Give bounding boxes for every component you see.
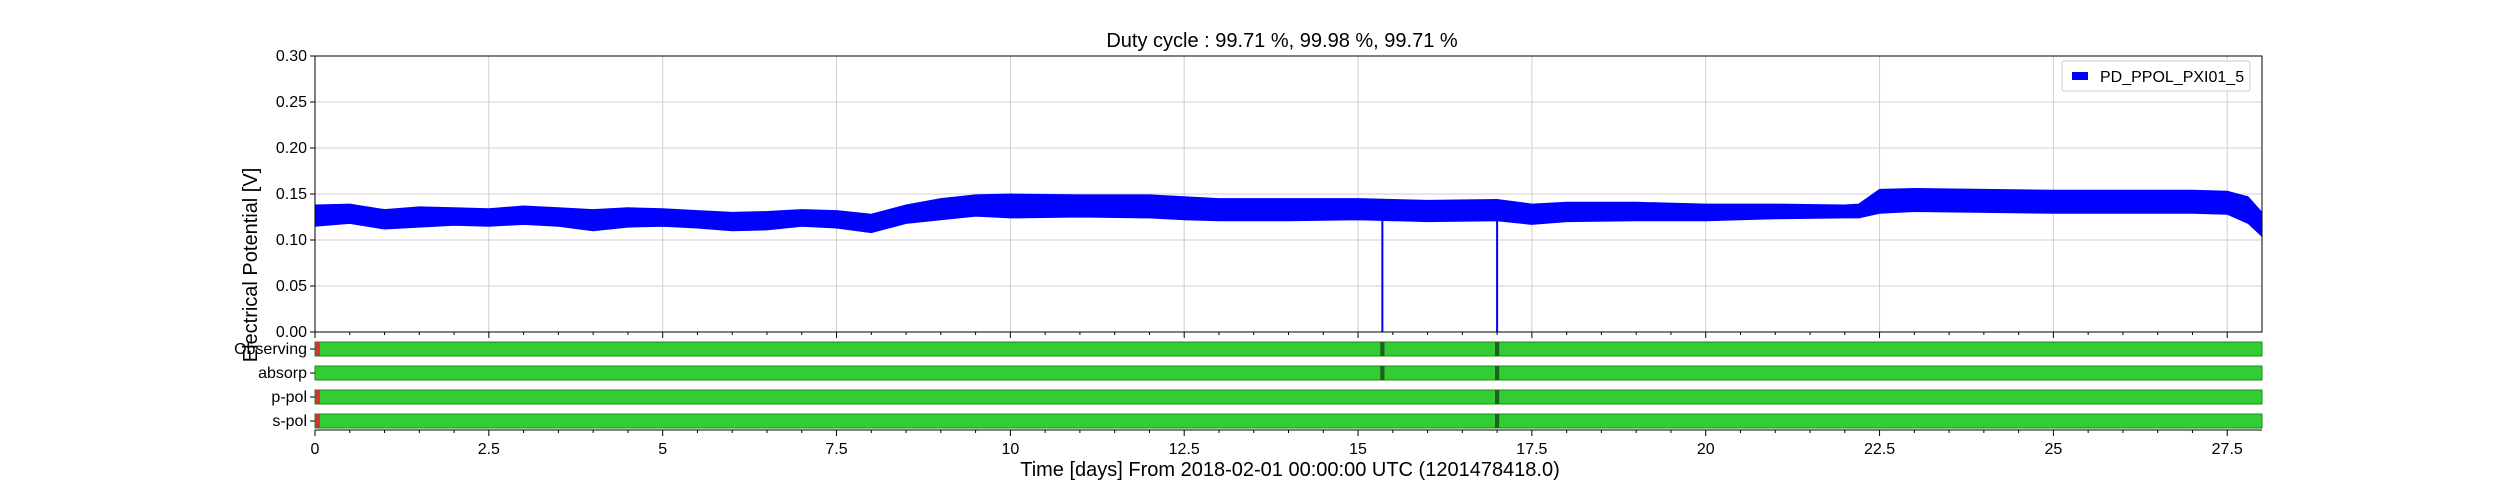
segment-gap <box>1380 342 1385 356</box>
x-tick-label: 17.5 <box>1516 441 1547 458</box>
y-tick-label: 0.15 <box>276 186 307 203</box>
legend-swatch <box>2072 72 2088 80</box>
legend: PD_PPOL_PXI01_5 <box>2061 60 2251 92</box>
x-tick-label: 5 <box>658 441 667 458</box>
series-band <box>314 187 2263 238</box>
x-tick-label: 25 <box>2044 441 2062 458</box>
segment-label: s-pol <box>272 413 307 430</box>
y-tick-label: 0.10 <box>276 232 307 249</box>
y-axis-ticks: 0.00 0.05 0.10 0.15 0.20 0.25 0.30 <box>276 48 315 341</box>
segment-bar-observing <box>314 341 2263 357</box>
segment-gap <box>1380 366 1385 380</box>
legend-label: PD_PPOL_PXI01_5 <box>2100 69 2244 86</box>
chart-title: Duty cycle : 99.71 %, 99.98 %, 99.71 % <box>1106 30 1458 52</box>
y-tick-label: 0.00 <box>276 324 307 341</box>
series-dropouts-group <box>1381 220 1499 332</box>
segment-bar-absorp <box>314 365 2263 381</box>
y-tick-label: 0.05 <box>276 278 307 295</box>
segments-panel: Observing absorp p-pol s-pol <box>234 341 2263 430</box>
x-tick-label: 20 <box>1697 441 1715 458</box>
segment-gap <box>315 342 320 356</box>
segment-gap <box>1495 390 1500 404</box>
x-tick-label: 27.5 <box>2212 441 2243 458</box>
x-tick-label: 0 <box>311 441 320 458</box>
x-tick-label: 2.5 <box>478 441 500 458</box>
x-tick-label: 10 <box>1001 441 1019 458</box>
y-tick-label: 0.25 <box>276 94 307 111</box>
segment-label: Observing <box>234 341 307 358</box>
x-axis-ticks: 0 2.5 5 7.5 10 12.5 15 17.5 20 22.5 25 27.5 <box>311 332 2262 458</box>
x-tick-label: 12.5 <box>1169 441 1200 458</box>
segment-bar-p-pol <box>314 389 2263 405</box>
legend-box <box>2061 60 2251 92</box>
segment-gap <box>1495 366 1500 380</box>
x-tick-label: 15 <box>1349 441 1367 458</box>
segment-gap <box>315 414 320 428</box>
segment-gap <box>1495 414 1500 428</box>
x-axis-label: Time [days] From 2018-02-01 00:00:00 UTC… <box>1020 459 1560 481</box>
segment-gap <box>1495 342 1500 356</box>
y-tick-label: 0.20 <box>276 140 307 157</box>
segment-label: p-pol <box>271 389 307 406</box>
series-band-group <box>314 187 2263 238</box>
segment-label: absorp <box>258 365 307 382</box>
segment-gap <box>315 390 320 404</box>
y-axis-label: Electrical Potential [V] <box>240 168 262 363</box>
segment-bar-s-pol <box>314 413 2263 429</box>
y-tick-label: 0.30 <box>276 48 307 65</box>
x-tick-label: 22.5 <box>1864 441 1895 458</box>
x-tick-label: 7.5 <box>825 441 847 458</box>
